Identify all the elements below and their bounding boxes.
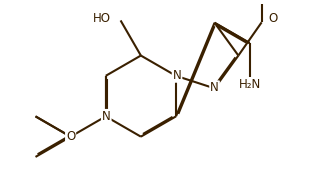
Text: N: N <box>173 69 181 82</box>
Text: O: O <box>66 130 75 143</box>
Text: H₂N: H₂N <box>238 78 261 91</box>
Text: O: O <box>268 12 277 25</box>
Text: N: N <box>102 110 111 123</box>
Text: S: S <box>267 15 274 28</box>
Text: N: N <box>210 81 219 94</box>
Text: HO: HO <box>93 12 111 25</box>
